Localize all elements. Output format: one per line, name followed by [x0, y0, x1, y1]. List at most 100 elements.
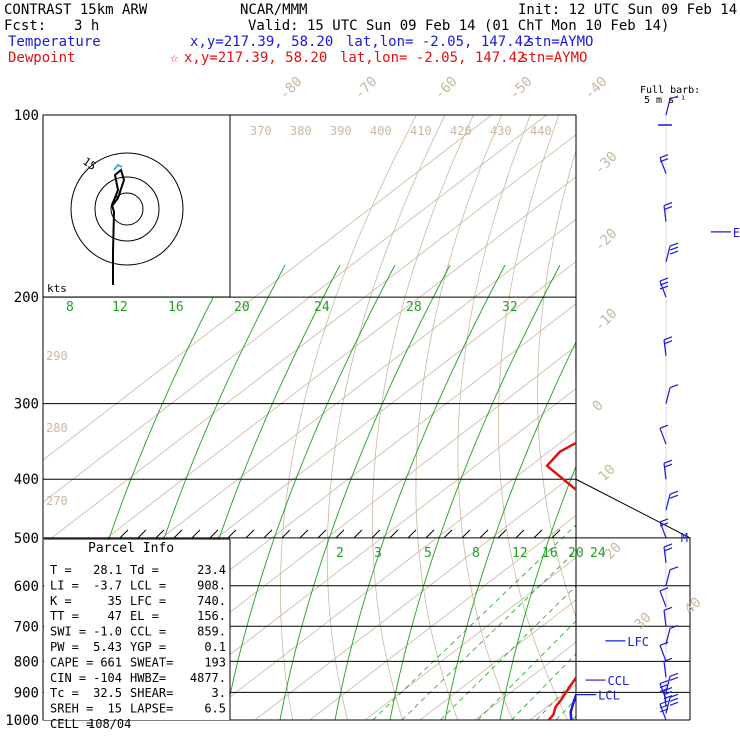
isotherm-label: 10 — [596, 462, 619, 485]
theta-label: 440 — [530, 124, 552, 138]
dewpoint-stn: stn=AYMO — [520, 50, 588, 66]
mixing-ratio-line — [511, 653, 576, 720]
wind-barb-staff — [659, 703, 667, 721]
theta-label: 280 — [46, 421, 68, 435]
wind-barb-staff — [663, 546, 667, 563]
hatch-mark — [173, 529, 183, 539]
wind-barb-flag — [663, 690, 673, 696]
hatch-mark — [551, 529, 561, 539]
barb-key-line2: 5 m s⁻¹ — [644, 95, 687, 106]
isotherm-line — [364, 557, 576, 720]
mixing-ratio-label: 12 — [112, 300, 128, 315]
level-label-lcl: LCL — [598, 689, 620, 703]
mixing-ratio-line — [555, 698, 576, 720]
temperature-legend: Temperature — [8, 34, 101, 50]
hatch-mark — [479, 529, 489, 539]
parcel-value: 156. — [197, 609, 226, 623]
parcel-label: TT = — [50, 609, 79, 623]
wind-barb-flag — [669, 676, 679, 681]
hatch-mark — [137, 529, 147, 539]
wind-barb-staff — [665, 245, 671, 263]
parcel-label: Tc = — [50, 686, 79, 700]
dewpoint-xy: x,y=217.39, 58.20 — [184, 50, 328, 66]
mixing-ratio-label: 20 — [568, 546, 584, 561]
wind-barb-flag — [669, 246, 679, 251]
isotherm-label: 0 — [590, 398, 607, 415]
hodograph-units: kts — [47, 282, 67, 295]
mixing-ratio-label: 8 — [472, 546, 480, 561]
mixing-ratio-line — [372, 524, 576, 720]
mixing-ratio-line — [599, 297, 740, 720]
dewpoint-line — [545, 441, 576, 720]
wind-barb-flag — [663, 340, 673, 345]
wind-barb-flag — [669, 672, 679, 677]
fcst-label: Fcst: — [4, 18, 47, 34]
wind-barb-flag — [659, 683, 669, 689]
parcel-value: 6.5 — [204, 702, 226, 716]
dry-adiabat-line — [326, 115, 446, 720]
parcel-value: 0.1 — [204, 640, 226, 654]
level-label-lfc: LFC — [627, 635, 649, 649]
wind-barb-flag — [663, 201, 673, 207]
hodograph-ring — [94, 176, 160, 242]
parcel-label: T = — [50, 563, 72, 577]
dry-adiabat-line — [415, 115, 503, 720]
wind-barb-flag — [669, 701, 679, 706]
wind-barb-flag — [663, 459, 673, 464]
mixing-ratio-label: 12 — [512, 546, 528, 561]
dewpoint-legend: Dewpoint — [8, 50, 76, 66]
wind-barb-staff — [659, 157, 667, 174]
hatch-mark — [461, 529, 471, 539]
fcst-value: 3 h — [74, 18, 100, 34]
wind-barb-staff — [663, 339, 667, 356]
parcel-label: K = — [50, 594, 72, 608]
isotherm-line — [144, 387, 576, 720]
barb-key-line1: Full barb: — [640, 85, 701, 96]
wind-barb-flag — [669, 494, 679, 499]
wind-barb-flag — [659, 700, 669, 705]
parcel-value: 193 — [204, 655, 226, 669]
parcel-value: 908. — [197, 578, 226, 592]
org-label: NCAR/MMM — [240, 2, 308, 18]
wind-barb-flag — [663, 205, 673, 211]
parcel-label: LCL = — [130, 578, 166, 592]
dry-adiabat-line — [612, 115, 732, 720]
hodograph-ring — [110, 192, 144, 226]
parcel-value: -104 — [93, 671, 122, 685]
hatch-mark — [533, 529, 543, 539]
theta-label: 380 — [290, 124, 312, 138]
isotherm-label: -10 — [592, 306, 621, 335]
wind-barb-flag — [659, 154, 669, 159]
theta-label: 270 — [46, 494, 68, 508]
wind-barb-flag — [669, 490, 679, 495]
isotherm-line — [199, 430, 576, 720]
parcel-label: LAPSE= — [130, 702, 173, 716]
wind-barb-flag — [659, 285, 669, 290]
parcel-label: Td = — [130, 563, 159, 577]
mixing-ratio-line — [586, 297, 740, 720]
dewpoint-latlon: lat,lon= -2.05, 147.42 — [340, 50, 526, 66]
wind-barb-flag — [669, 250, 679, 255]
valid-time: Valid: 15 UTC Sun 09 Feb 14 (01 ChT Mon … — [248, 18, 670, 34]
parcel-value: 47 — [108, 609, 122, 623]
parcel-label: SWEAT= — [130, 655, 173, 669]
pressure-tick-label: 700 — [14, 619, 39, 635]
parcel-label: LFC = — [130, 594, 166, 608]
isotherm-label: -20 — [592, 226, 621, 255]
isotherm-line — [309, 514, 576, 720]
level-label-m: M — [681, 531, 688, 545]
parcel-value: 661 — [100, 655, 122, 669]
parcel-value: 23.4 — [197, 563, 226, 577]
wind-barb-flag — [663, 336, 673, 341]
isotherm-label: -60 — [432, 74, 461, 103]
parcel-label: PW = — [50, 640, 79, 654]
parcel-label: SHEAR= — [130, 686, 173, 700]
theta-label: 400 — [370, 124, 392, 138]
hatch-mark — [191, 529, 201, 539]
wind-barb-flag — [659, 281, 669, 286]
hatch-mark — [425, 529, 435, 539]
wind-barb-flag — [659, 424, 669, 429]
plot-edge — [575, 478, 691, 720]
mixing-ratio-label: 28 — [406, 300, 422, 315]
